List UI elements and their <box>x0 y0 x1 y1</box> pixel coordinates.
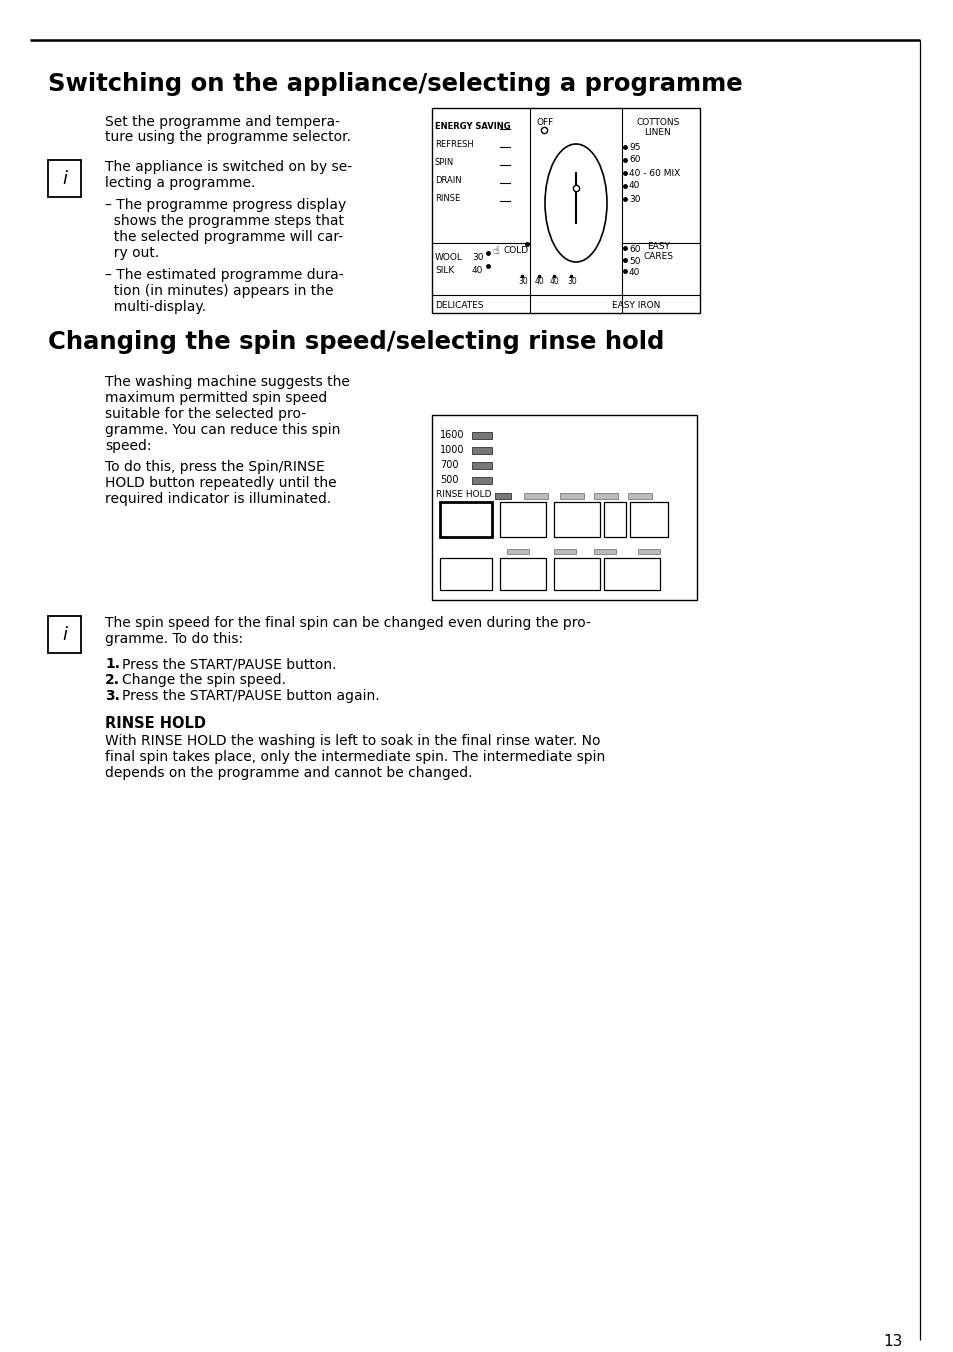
Text: 40: 40 <box>628 181 639 191</box>
Text: 30: 30 <box>517 277 527 287</box>
Bar <box>472 477 492 484</box>
Bar <box>439 558 492 589</box>
Bar <box>554 549 576 554</box>
Text: ENERGY SAVING: ENERGY SAVING <box>435 122 510 131</box>
Text: 60: 60 <box>628 155 639 165</box>
Text: 500: 500 <box>439 475 458 485</box>
Bar <box>554 502 599 537</box>
Text: 30: 30 <box>628 195 639 204</box>
Text: Change the spin speed.: Change the spin speed. <box>122 673 286 687</box>
Text: 700: 700 <box>439 460 458 470</box>
Text: RINSE: RINSE <box>435 193 459 203</box>
Bar <box>506 549 529 554</box>
Text: shows the programme steps that: shows the programme steps that <box>105 214 344 228</box>
Text: tion (in minutes) appears in the: tion (in minutes) appears in the <box>105 284 334 297</box>
Text: Press the START/PAUSE button.: Press the START/PAUSE button. <box>122 657 336 671</box>
Bar <box>432 108 700 314</box>
Bar <box>48 617 81 653</box>
Text: 40: 40 <box>550 277 559 287</box>
Text: depends on the programme and cannot be changed.: depends on the programme and cannot be c… <box>105 767 472 780</box>
Text: suitable for the selected pro-: suitable for the selected pro- <box>105 407 306 420</box>
Text: HOLD button repeatedly until the: HOLD button repeatedly until the <box>105 476 336 489</box>
Text: Switching on the appliance/selecting a programme: Switching on the appliance/selecting a p… <box>48 72 741 96</box>
Text: speed:: speed: <box>105 439 152 453</box>
Text: gramme. You can reduce this spin: gramme. You can reduce this spin <box>105 423 340 437</box>
Bar <box>603 502 625 537</box>
Text: required indicator is illuminated.: required indicator is illuminated. <box>105 492 331 506</box>
Text: COTTONS: COTTONS <box>637 118 679 127</box>
Bar <box>523 493 547 499</box>
Text: ry out.: ry out. <box>105 246 159 260</box>
Text: i: i <box>62 626 67 644</box>
Text: EASY IRON: EASY IRON <box>612 301 659 310</box>
Text: 50: 50 <box>628 257 639 266</box>
Text: 40: 40 <box>535 277 544 287</box>
Bar <box>629 502 667 537</box>
Text: RINSE HOLD: RINSE HOLD <box>436 489 491 499</box>
Bar <box>559 493 583 499</box>
Text: i: i <box>62 169 67 188</box>
Text: 30: 30 <box>566 277 577 287</box>
Text: the selected programme will car-: the selected programme will car- <box>105 230 343 243</box>
Text: RINSE HOLD: RINSE HOLD <box>105 717 206 731</box>
Bar <box>439 502 492 537</box>
Bar <box>48 160 81 197</box>
Bar <box>472 462 492 469</box>
Text: 13: 13 <box>882 1334 902 1349</box>
Text: 30: 30 <box>472 253 483 262</box>
Text: multi-display.: multi-display. <box>105 300 206 314</box>
Text: Set the programme and tempera-: Set the programme and tempera- <box>105 115 339 128</box>
Bar <box>554 558 599 589</box>
Text: lecting a programme.: lecting a programme. <box>105 176 255 191</box>
Text: The appliance is switched on by se-: The appliance is switched on by se- <box>105 160 352 174</box>
Bar <box>499 502 545 537</box>
Text: OFF: OFF <box>537 118 554 127</box>
Bar <box>472 448 492 454</box>
Bar <box>432 415 697 600</box>
Text: 1000: 1000 <box>439 445 464 456</box>
Text: EASY: EASY <box>646 242 669 251</box>
Bar <box>638 549 659 554</box>
Bar <box>594 493 618 499</box>
Bar <box>594 549 616 554</box>
Text: ☝: ☝ <box>492 246 498 256</box>
Text: LINEN: LINEN <box>643 128 670 137</box>
Text: – The estimated programme dura-: – The estimated programme dura- <box>105 268 343 283</box>
Bar <box>627 493 651 499</box>
Text: 2.: 2. <box>105 673 120 687</box>
Text: With RINSE HOLD the washing is left to soak in the final rinse water. No: With RINSE HOLD the washing is left to s… <box>105 734 599 748</box>
Text: The spin speed for the final spin can be changed even during the pro-: The spin speed for the final spin can be… <box>105 617 590 630</box>
Text: 40: 40 <box>628 268 639 277</box>
Text: 40 - 60 MIX: 40 - 60 MIX <box>628 169 679 177</box>
Text: 60: 60 <box>628 245 639 254</box>
Text: SILK: SILK <box>435 266 454 274</box>
Text: final spin takes place, only the intermediate spin. The intermediate spin: final spin takes place, only the interme… <box>105 750 604 764</box>
Text: 1.: 1. <box>105 657 120 671</box>
Text: The washing machine suggests the: The washing machine suggests the <box>105 375 350 389</box>
Bar <box>499 558 545 589</box>
Bar <box>472 433 492 439</box>
Text: DELICATES: DELICATES <box>435 301 483 310</box>
Text: ture using the programme selector.: ture using the programme selector. <box>105 130 351 145</box>
Text: 40: 40 <box>472 266 483 274</box>
Text: To do this, press the Spin/RINSE: To do this, press the Spin/RINSE <box>105 460 324 475</box>
Text: 1600: 1600 <box>439 430 464 439</box>
Ellipse shape <box>544 145 606 262</box>
Text: 3.: 3. <box>105 690 120 703</box>
Text: DRAIN: DRAIN <box>435 176 461 185</box>
Text: COLD: COLD <box>503 246 529 256</box>
Text: CARES: CARES <box>643 251 673 261</box>
Text: Changing the spin speed/selecting rinse hold: Changing the spin speed/selecting rinse … <box>48 330 663 354</box>
Bar <box>495 493 511 499</box>
Text: 95: 95 <box>628 142 639 151</box>
Text: – The programme progress display: – The programme progress display <box>105 197 346 212</box>
Text: gramme. To do this:: gramme. To do this: <box>105 631 243 646</box>
Text: Press the START/PAUSE button again.: Press the START/PAUSE button again. <box>122 690 379 703</box>
Text: maximum permitted spin speed: maximum permitted spin speed <box>105 391 327 406</box>
Text: REFRESH: REFRESH <box>435 141 474 149</box>
Text: SPIN: SPIN <box>435 158 454 168</box>
Text: WOOL: WOOL <box>435 253 462 262</box>
Bar <box>603 558 659 589</box>
